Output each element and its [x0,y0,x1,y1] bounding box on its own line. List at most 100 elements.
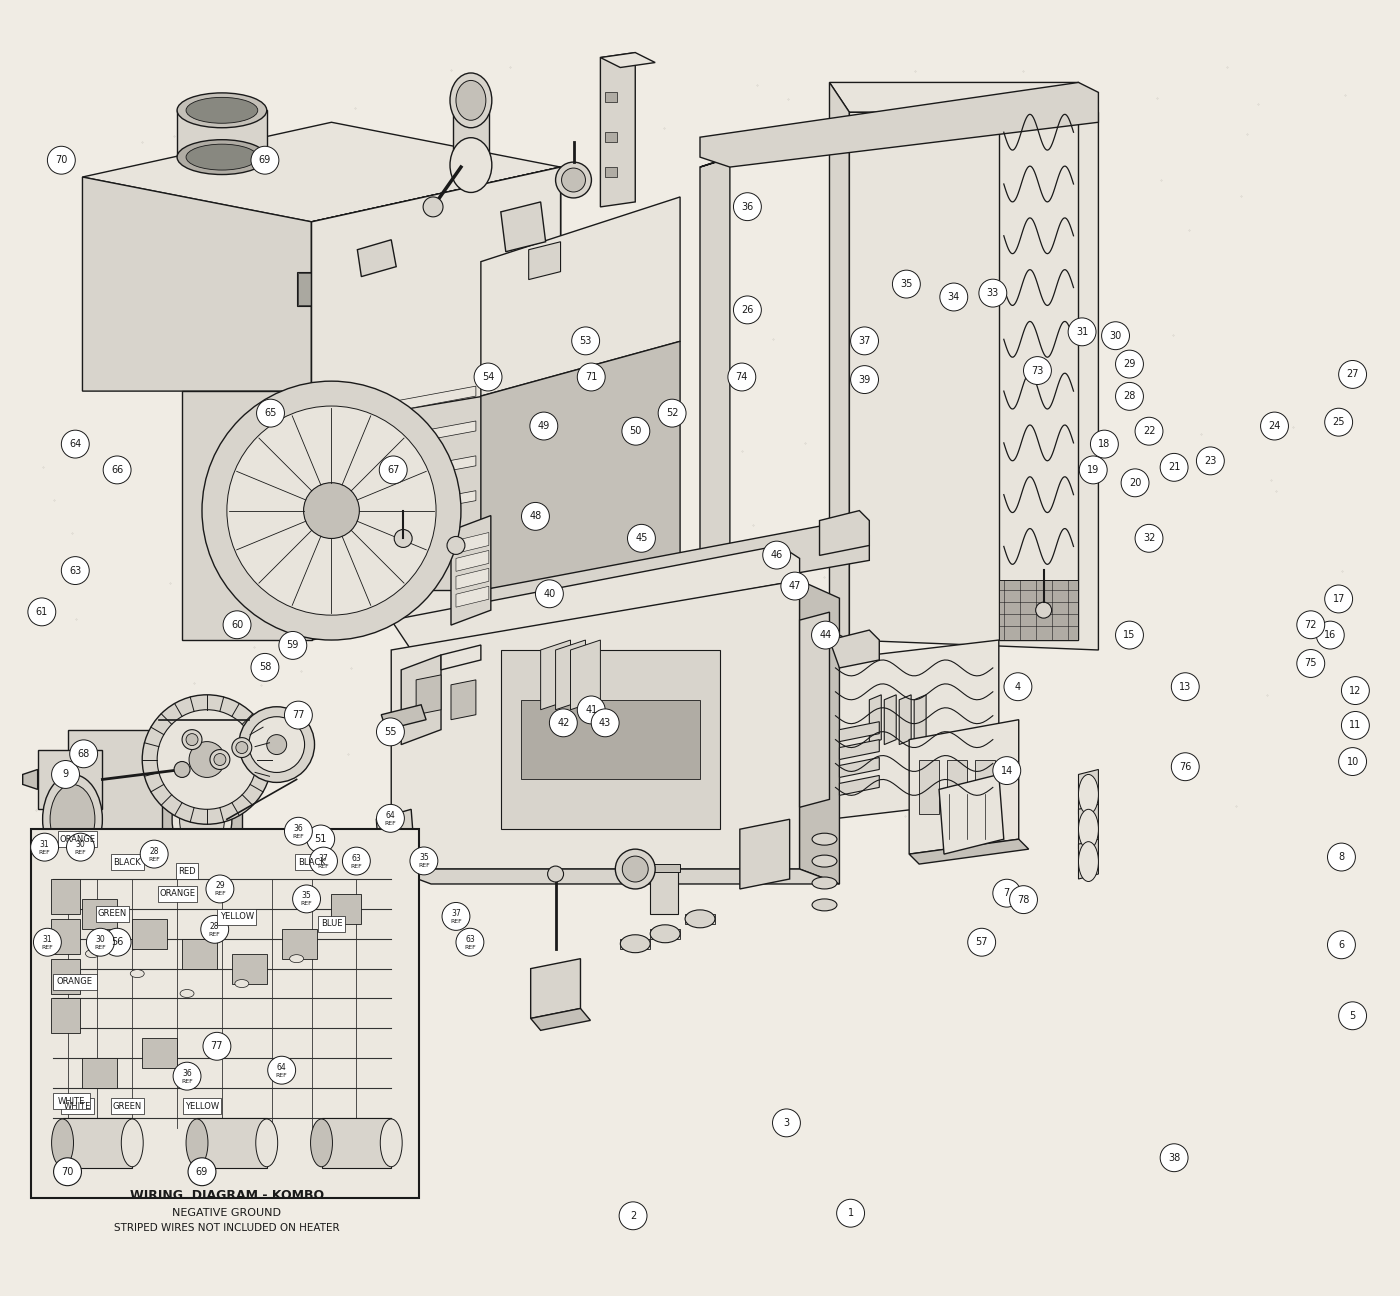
Circle shape [549,709,577,737]
Text: 11: 11 [1350,721,1362,731]
Bar [920,759,939,814]
Circle shape [227,406,435,616]
Ellipse shape [130,969,144,977]
Ellipse shape [1078,809,1099,849]
Polygon shape [342,491,476,525]
Text: 47: 47 [788,581,801,591]
Text: 69: 69 [259,156,272,165]
Ellipse shape [176,93,267,128]
Circle shape [1338,748,1366,775]
Circle shape [140,840,168,868]
Text: 35: 35 [301,892,311,901]
Ellipse shape [449,73,491,128]
Circle shape [87,928,115,956]
Bar [605,167,617,178]
Circle shape [232,737,252,758]
Ellipse shape [812,877,837,889]
Text: 78: 78 [1018,894,1029,905]
Circle shape [48,146,76,174]
Text: 30: 30 [95,934,105,943]
Polygon shape [829,83,850,640]
Circle shape [206,875,234,903]
Circle shape [781,572,809,600]
Ellipse shape [311,1118,332,1166]
Ellipse shape [186,1118,209,1166]
Text: BLUE: BLUE [321,919,342,928]
Text: 64: 64 [69,439,81,450]
Bar [50,919,80,954]
Ellipse shape [620,934,650,953]
Circle shape [379,456,407,483]
Polygon shape [38,749,102,809]
Circle shape [284,818,312,845]
Text: 59: 59 [287,640,300,651]
Text: REF: REF [301,902,312,906]
Text: ORANGE: ORANGE [59,835,95,844]
Circle shape [993,879,1021,907]
Bar [298,272,330,306]
Polygon shape [840,740,879,759]
Text: 6: 6 [1338,940,1344,950]
Text: 54: 54 [482,372,494,382]
Bar [605,92,617,102]
Ellipse shape [812,899,837,911]
Text: 25: 25 [1333,417,1345,428]
Text: 40: 40 [543,588,556,599]
Circle shape [423,197,442,216]
Text: 48: 48 [529,512,542,521]
Circle shape [377,805,405,832]
Text: 16: 16 [1324,630,1337,640]
Circle shape [214,753,225,766]
Bar [281,929,316,959]
Polygon shape [402,654,441,745]
Circle shape [837,1199,865,1227]
Text: REF: REF [276,1073,287,1078]
Polygon shape [540,640,571,710]
Polygon shape [850,113,1099,651]
Circle shape [203,1033,231,1060]
Circle shape [1341,677,1369,705]
Bar [95,906,129,921]
Ellipse shape [179,784,224,854]
Circle shape [591,709,619,737]
Polygon shape [556,640,585,710]
Text: 2: 2 [630,1210,636,1221]
Bar [217,908,256,925]
Text: 19: 19 [1088,465,1099,474]
Text: REF: REF [95,945,106,950]
Circle shape [52,761,80,788]
Text: REF: REF [463,945,476,950]
Text: 49: 49 [538,421,550,432]
Text: WHITE: WHITE [57,1096,85,1105]
Text: 37: 37 [451,908,461,918]
Circle shape [1135,417,1163,445]
Circle shape [1116,621,1144,649]
Bar [620,938,650,949]
Bar [67,730,197,908]
Text: 27: 27 [1347,369,1359,380]
Polygon shape [531,1008,591,1030]
Circle shape [1324,584,1352,613]
Text: 35: 35 [900,279,913,289]
Bar [132,919,167,949]
Text: 26: 26 [741,305,753,315]
Polygon shape [391,581,799,870]
Circle shape [979,279,1007,307]
Bar [176,863,199,879]
Text: 33: 33 [987,288,1000,298]
Text: 5: 5 [1350,1011,1355,1021]
Circle shape [1116,350,1144,378]
Bar [998,581,1078,640]
Text: 36: 36 [182,1069,192,1078]
Text: 31: 31 [1077,327,1088,337]
Polygon shape [799,612,829,807]
Text: 36: 36 [294,824,304,833]
Text: REF: REF [214,892,225,897]
Ellipse shape [256,1118,277,1166]
Circle shape [1102,321,1130,350]
Circle shape [529,412,557,439]
Circle shape [993,757,1021,784]
Circle shape [267,735,287,754]
Circle shape [67,833,94,861]
Circle shape [256,399,284,428]
